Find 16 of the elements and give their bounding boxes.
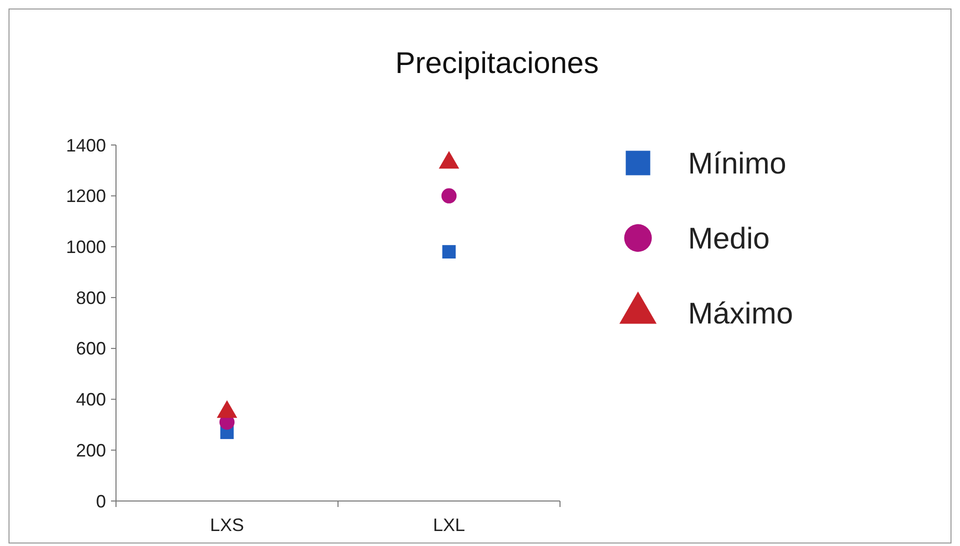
y-tick-label: 600 [76,338,106,359]
y-tick-label: 1000 [66,237,106,258]
y-tick-label: 800 [76,288,106,308]
x-tick-label: LXL [432,515,466,535]
legend-label: Medio [688,222,770,256]
legend-label: Máximo [688,298,794,330]
y-tick-label: 1200 [66,186,106,206]
legend-label: Mínimo [688,148,786,180]
y-tick-label: 0 [96,491,106,512]
y-tick-label: 1400 [66,135,106,156]
y-tick-label: 200 [76,440,106,460]
x-tick-label: LXS [210,515,244,535]
point [442,245,456,259]
point [441,188,457,204]
y-tick-label: 400 [76,390,106,410]
chart-title: Precipitaciones [395,47,599,80]
